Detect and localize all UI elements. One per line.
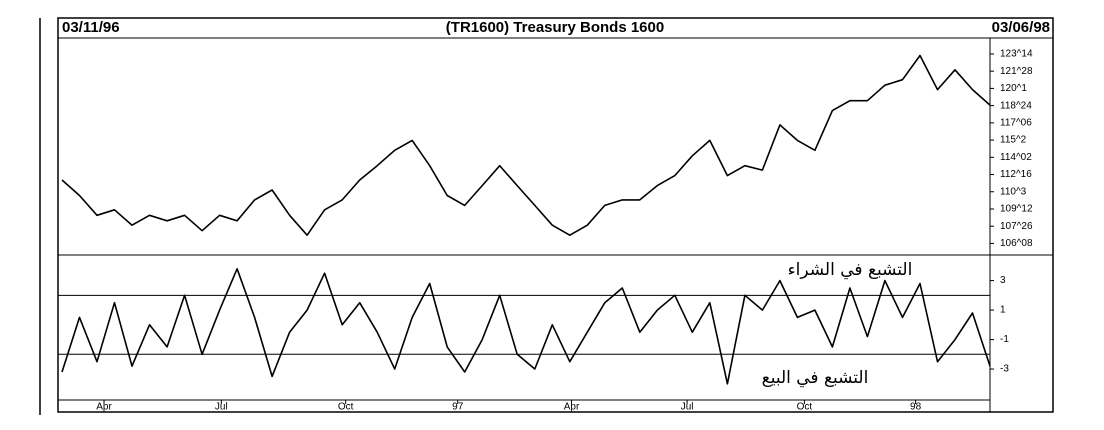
y-tick-label: 114^02 — [1000, 152, 1032, 163]
data-line — [61, 268, 991, 385]
data-line — [61, 54, 991, 236]
annotation: التشبع في البيع — [762, 368, 869, 388]
y-tick-label: 107^26 — [1000, 221, 1033, 232]
y-tick-label: 121^28 — [1000, 66, 1033, 77]
x-tick-label: Apr — [564, 402, 580, 413]
y-tick-label: 118^24 — [1000, 100, 1032, 111]
y-tick-label: 110^3 — [1000, 186, 1027, 197]
y-tick-label: 1 — [1000, 305, 1006, 316]
x-tick-label: Jul — [681, 402, 694, 413]
y-tick-label: 112^16 — [1000, 169, 1032, 180]
y-tick-label: 109^12 — [1000, 204, 1033, 215]
x-tick-label: Jul — [215, 402, 228, 413]
y-tick-label: -1 — [1000, 334, 1009, 345]
y-tick-label: 106^08 — [1000, 238, 1033, 249]
y-tick-label: 117^06 — [1000, 117, 1032, 128]
y-tick-label: 3 — [1000, 275, 1006, 286]
x-tick-label: 98 — [910, 402, 922, 413]
frame — [57, 17, 1054, 413]
y-tick-label: 123^14 — [1000, 49, 1033, 60]
y-tick-label: -3 — [1000, 364, 1009, 375]
annotation: التشبع في الشراء — [788, 260, 913, 280]
start-date: 03/11/96 — [62, 19, 120, 36]
x-tick-label: Apr — [96, 402, 112, 413]
x-tick-label: Oct — [338, 402, 354, 413]
chart-title: (TR1600) Treasury Bonds 1600 — [446, 19, 664, 36]
x-tick-label: 97 — [452, 402, 464, 413]
x-tick-label: Oct — [797, 402, 813, 413]
end-date: 03/06/98 — [992, 19, 1050, 36]
y-tick-label: 115^2 — [1000, 135, 1027, 146]
y-tick-label: 120^1 — [1000, 83, 1027, 94]
